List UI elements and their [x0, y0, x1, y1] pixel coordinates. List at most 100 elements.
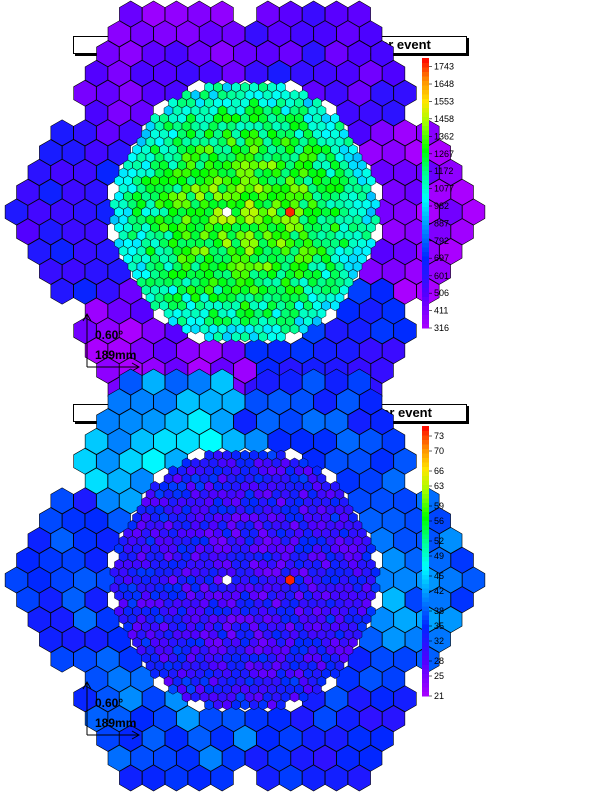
- pixel-outer: [73, 645, 97, 673]
- colorbar-segment: [422, 116, 429, 122]
- pixel-outer: [187, 764, 211, 792]
- pixel-outer: [244, 705, 268, 732]
- pixel-outer: [370, 645, 394, 673]
- pixel-outer: [50, 159, 74, 186]
- pixel-outer: [84, 178, 108, 206]
- pixel-outer: [267, 20, 291, 48]
- pixel-outer: [324, 725, 349, 752]
- pixel-outer: [153, 705, 177, 732]
- pixel-outer: [141, 408, 166, 435]
- pixel-outer: [256, 764, 280, 792]
- pixel-outer: [164, 764, 188, 792]
- colorbar-segment: [422, 305, 429, 311]
- pixel-outer: [199, 388, 223, 416]
- pixel-outer: [210, 0, 234, 28]
- colorbar-segment: [422, 260, 429, 266]
- pixel-outer: [256, 0, 280, 28]
- pixel-outer: [107, 297, 131, 325]
- scale-angle-label: 0.60°: [95, 696, 123, 710]
- pixel-outer: [73, 119, 97, 147]
- pixel-outer: [336, 99, 360, 127]
- colorbar-tick-label: 35: [434, 621, 444, 631]
- pixel-outer: [153, 428, 177, 455]
- pixel-outer: [84, 99, 108, 127]
- pixel-outer: [96, 40, 120, 67]
- pixel-outer: [313, 744, 337, 772]
- pixel-outer: [107, 705, 131, 732]
- pixel-outer: [347, 0, 371, 28]
- pixel-outer: [153, 337, 177, 364]
- pixel-outer: [61, 626, 86, 653]
- colorbar-segment: [422, 157, 429, 162]
- colorbar-0: 316 411 506 601 697 792 887 982 1077 1172 1267 1362…: [422, 58, 454, 333]
- pixel-outer: [50, 606, 74, 633]
- pixel-outer: [39, 507, 63, 534]
- pixel-outer: [96, 685, 120, 713]
- colorbar-segment: [422, 211, 429, 216]
- pixel-outer: [50, 238, 74, 265]
- colorbar-segment: [422, 89, 429, 95]
- colorbar-segment: [422, 130, 429, 135]
- pixel-outer: [210, 40, 234, 67]
- pixel-outer: [279, 408, 303, 435]
- pixel-outer: [370, 159, 394, 186]
- pixel-outer: [347, 447, 371, 475]
- colorbar-segment: [422, 197, 429, 203]
- pixel-inner: [370, 198, 381, 210]
- pixel-outer: [370, 357, 394, 384]
- pixel-outer: [61, 218, 86, 246]
- colorbar-tick-label: 697: [434, 253, 449, 263]
- pixel-outer: [290, 428, 314, 455]
- pixel-outer: [130, 467, 154, 495]
- colorbar-segment: [422, 610, 429, 616]
- pixel-outer: [39, 258, 63, 285]
- pixel-outer: [450, 218, 474, 246]
- pixel-outer: [153, 744, 177, 772]
- pixel-outer: [61, 139, 86, 166]
- colorbar-segment: [422, 148, 429, 153]
- pixel-outer: [382, 586, 406, 614]
- pixel-outer: [462, 198, 486, 226]
- pixel-outer: [370, 527, 394, 554]
- colorbar-segment: [422, 588, 429, 593]
- pixel-outer: [96, 317, 120, 345]
- pixel-outer: [370, 408, 394, 435]
- pixel-outer: [96, 159, 120, 186]
- colorbar-segment: [422, 134, 429, 140]
- colorbar-segment: [422, 215, 429, 221]
- pixel-outer: [370, 447, 394, 475]
- pixel-outer: [96, 119, 120, 147]
- pixel-outer: [153, 60, 177, 87]
- pixel-outer: [16, 546, 40, 574]
- colorbar-tick-label: 506: [434, 288, 449, 298]
- pixel-outer: [119, 0, 143, 28]
- colorbar-segment: [422, 565, 429, 571]
- pixel-outer: [347, 119, 371, 147]
- pixel-outer: [176, 744, 200, 772]
- pixel-outer: [450, 546, 474, 574]
- colorbar-segment: [422, 152, 429, 158]
- pixel-outer: [302, 40, 326, 67]
- pixel-outer: [84, 139, 108, 166]
- colorbar-segment: [422, 256, 429, 261]
- pixel-outer: [130, 428, 154, 455]
- colorbar-segment: [422, 471, 429, 476]
- pixel-outer: [187, 368, 211, 396]
- pixel-outer: [210, 368, 234, 396]
- pixel-outer: [359, 99, 383, 127]
- pixel-outer: [347, 764, 371, 792]
- colorbar-segment: [422, 121, 429, 126]
- pixel-outer: [222, 337, 246, 364]
- pixel-outer: [141, 79, 166, 107]
- colorbar-segment: [422, 265, 429, 270]
- pixel-outer: [279, 40, 303, 67]
- pixel-outer: [359, 428, 383, 455]
- pixel-outer: [290, 388, 314, 416]
- pixel-outer: [73, 606, 97, 633]
- pixel-outer: [16, 178, 40, 206]
- colorbar-tick-label: 1553: [434, 96, 454, 106]
- pixel-outer: [347, 317, 371, 345]
- colorbar-segment: [422, 507, 429, 512]
- scale-angle-label: 0.60°: [95, 328, 123, 342]
- pixel-outer: [347, 368, 371, 396]
